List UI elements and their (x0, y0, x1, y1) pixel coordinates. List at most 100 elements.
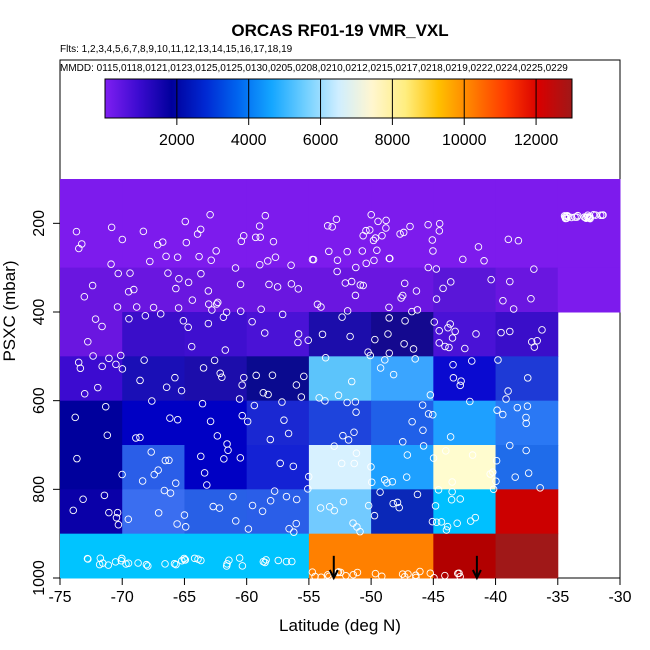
x-tick-label: -35 (546, 589, 569, 606)
sample-marker (317, 573, 325, 581)
heatmap-cell (122, 533, 185, 579)
sample-marker (79, 495, 87, 503)
sample-marker (161, 560, 169, 568)
sample-marker (154, 509, 163, 517)
sample-marker (522, 446, 530, 455)
sample-marker (111, 558, 120, 566)
sample-marker (435, 227, 444, 235)
sample-marker (408, 307, 416, 316)
sample-marker (599, 211, 607, 219)
sample-marker (487, 275, 495, 284)
sample-marker (140, 356, 148, 364)
sample-marker (333, 256, 342, 264)
x-tick-label: -40 (484, 589, 507, 606)
sample-marker (530, 343, 539, 351)
sample-marker (100, 491, 109, 500)
sample-marker (328, 223, 336, 231)
sample-marker (389, 499, 397, 508)
sample-marker (400, 340, 408, 348)
sample-marker (398, 291, 407, 300)
heatmap-cell (495, 400, 559, 446)
sample-marker (181, 217, 190, 226)
sample-marker (332, 215, 341, 224)
heatmap-cell (308, 267, 372, 313)
y-tick-label: 400 (31, 299, 48, 326)
sample-marker (278, 398, 286, 406)
sample-marker (91, 315, 100, 323)
sample-marker (149, 303, 158, 312)
sample-marker (396, 230, 404, 238)
sample-marker (533, 336, 541, 345)
x-tick-label: -45 (422, 589, 445, 606)
sample-marker (447, 278, 455, 286)
sample-marker (236, 454, 245, 462)
sample-marker (439, 284, 447, 293)
sample-marker (373, 246, 381, 255)
sample-marker (204, 300, 213, 308)
sample-marker (105, 354, 113, 363)
sample-marker (182, 238, 191, 247)
sample-marker (179, 316, 188, 325)
heatmap-cell (122, 489, 185, 535)
sample-marker (338, 313, 346, 321)
sample-marker (432, 518, 441, 526)
sample-marker (273, 283, 282, 291)
sample-marker (455, 569, 463, 578)
heatmap-cell (495, 356, 559, 402)
sample-marker (308, 568, 317, 576)
x-tick-label: -70 (111, 589, 134, 606)
sample-marker (264, 390, 272, 399)
sample-marker (524, 374, 532, 382)
sample-marker (385, 349, 394, 357)
sample-marker (466, 397, 474, 406)
sample-marker (456, 495, 464, 503)
sample-marker (432, 295, 441, 303)
sample-marker (214, 298, 222, 307)
sample-marker (213, 432, 222, 440)
sample-marker (351, 291, 360, 300)
sample-marker (404, 570, 412, 578)
sample-marker (141, 312, 150, 320)
sample-marker (402, 473, 411, 481)
sample-marker (466, 517, 475, 525)
marker-arrow-head (471, 569, 482, 581)
sample-marker (114, 520, 123, 529)
heatmap-cell (495, 267, 559, 313)
sample-marker (418, 401, 427, 409)
sample-marker (353, 568, 362, 577)
sample-marker (378, 572, 386, 581)
sample-marker (350, 459, 358, 468)
sample-marker (321, 353, 330, 362)
sample-marker (80, 293, 89, 301)
sample-marker (156, 310, 165, 318)
sample-marker (352, 263, 360, 272)
sample-marker (107, 223, 116, 232)
heatmap-cell (308, 312, 372, 357)
heatmap-cell (495, 179, 559, 269)
sample-marker (173, 520, 181, 528)
sample-marker (276, 459, 284, 468)
sample-marker (459, 255, 467, 264)
sample-marker (188, 296, 197, 304)
sample-marker (344, 436, 353, 444)
heatmap-cell (371, 445, 434, 490)
sample-marker (378, 231, 386, 240)
sample-marker (323, 222, 332, 230)
sample-marker (294, 338, 302, 347)
sample-marker (236, 307, 245, 316)
sample-marker (177, 386, 186, 395)
sample-marker (412, 571, 420, 580)
sample-marker (449, 360, 457, 369)
sample-marker (218, 373, 226, 381)
sample-marker (471, 513, 480, 522)
heatmap-cell (246, 400, 310, 446)
sample-marker (334, 391, 343, 400)
sample-marker (428, 236, 437, 244)
colorbar-tick-label: 6000 (303, 132, 339, 149)
sample-marker (343, 398, 351, 407)
sample-marker (370, 511, 379, 520)
sample-marker (215, 504, 224, 512)
sample-marker (352, 408, 360, 416)
sample-marker (103, 431, 112, 439)
heatmap-cell (184, 445, 248, 490)
